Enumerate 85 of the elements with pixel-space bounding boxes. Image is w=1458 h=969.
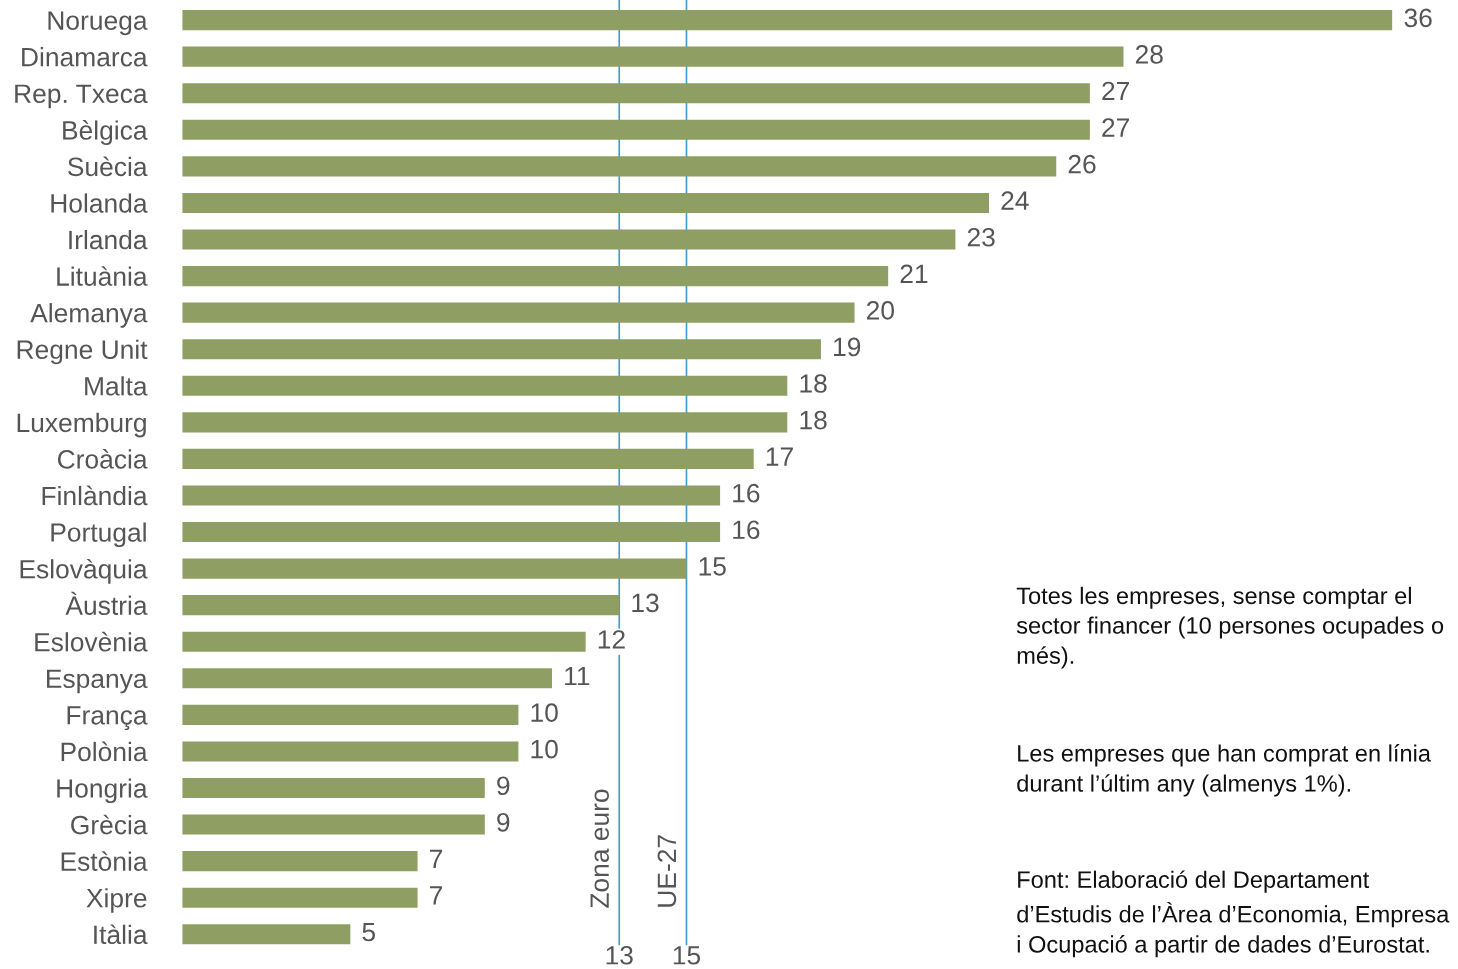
bar bbox=[182, 924, 351, 945]
data-label: 10 bbox=[531, 703, 558, 722]
data-label: 5 bbox=[362, 922, 376, 942]
bar bbox=[182, 887, 418, 908]
data-label: 36 bbox=[1404, 8, 1432, 28]
data-label: 9 bbox=[497, 776, 510, 796]
y-tick-label: Xipre bbox=[86, 888, 147, 913]
data-label: 28 bbox=[1135, 45, 1163, 64]
data-label: 13 bbox=[632, 593, 659, 613]
annotation: 13 bbox=[606, 945, 633, 965]
data-label: 7 bbox=[430, 886, 443, 905]
annotation: Totes les empreses, sense comptar el sector financer (10 persones ocupades o més). bbox=[1016, 586, 1444, 669]
y-tick-label: Lituània bbox=[57, 266, 148, 286]
y-tick-label: Croàcia bbox=[57, 449, 148, 469]
y-tick-label: Espanya bbox=[47, 669, 148, 694]
bar bbox=[182, 302, 855, 323]
annotation: Les empreses que han comprat en línia durant l’últim any (almenys 1%). bbox=[1017, 744, 1431, 797]
y-tick-label: França bbox=[67, 706, 148, 730]
data-label: 18 bbox=[800, 374, 827, 393]
data-label: 19 bbox=[834, 337, 861, 357]
y-tick-label: Àustria bbox=[65, 591, 148, 615]
bar bbox=[182, 448, 754, 469]
data-label: 10 bbox=[531, 739, 558, 759]
y-tick-label: Malta bbox=[85, 376, 148, 396]
bar bbox=[182, 192, 990, 213]
y-tick-label: Portugal bbox=[51, 522, 146, 548]
y-tick-label: Grècia bbox=[71, 814, 148, 835]
data-label: 27 bbox=[1102, 81, 1129, 101]
data-label: 27 bbox=[1102, 118, 1129, 137]
y-tick-label: Bèlgica bbox=[63, 120, 148, 145]
data-label: 16 bbox=[733, 520, 760, 540]
y-tick-label: Dinamarca bbox=[22, 47, 148, 67]
annotation: 15 bbox=[673, 946, 701, 965]
bar bbox=[182, 10, 1393, 31]
data-label: 17 bbox=[766, 447, 793, 466]
data-label: 9 bbox=[497, 812, 510, 832]
bar bbox=[182, 266, 889, 287]
bar bbox=[182, 668, 553, 689]
data-label: 26 bbox=[1068, 154, 1096, 174]
y-tick-label: Finlàndia bbox=[42, 485, 148, 506]
data-label: 20 bbox=[866, 301, 894, 320]
ref-line-label: Zona euro bbox=[590, 789, 609, 908]
y-tick-label: Rep. Txeca bbox=[15, 84, 148, 109]
y-tick-label: Alemanya bbox=[30, 303, 148, 328]
data-label: 23 bbox=[967, 227, 995, 247]
bar bbox=[182, 339, 821, 360]
y-tick-label: Eslovàquia bbox=[20, 558, 148, 584]
bar bbox=[182, 229, 956, 250]
bar bbox=[182, 558, 687, 579]
data-label: 21 bbox=[900, 264, 928, 283]
data-label: 12 bbox=[598, 630, 625, 649]
bar bbox=[182, 46, 1124, 67]
y-tick-label: Noruega bbox=[48, 11, 148, 36]
y-tick-label: Regne Unit bbox=[17, 339, 148, 365]
bar bbox=[182, 521, 721, 543]
bar bbox=[182, 631, 586, 652]
bar bbox=[182, 704, 519, 725]
bar bbox=[182, 595, 620, 616]
data-label: 24 bbox=[1001, 191, 1029, 210]
data-label: 7 bbox=[430, 849, 443, 868]
y-tick-label: Estònia bbox=[61, 851, 148, 871]
bar bbox=[182, 814, 485, 835]
bar bbox=[182, 412, 788, 433]
y-tick-label: Luxemburg bbox=[17, 412, 146, 438]
y-tick-label: Hongria bbox=[57, 778, 148, 804]
ref-line-label: UE-27 bbox=[657, 835, 677, 907]
bar bbox=[182, 119, 1090, 140]
bar bbox=[182, 851, 418, 872]
y-tick-label: Polònia bbox=[61, 741, 148, 762]
bar bbox=[182, 83, 1090, 104]
bar bbox=[182, 156, 1057, 177]
bar bbox=[182, 485, 721, 506]
bar bbox=[182, 741, 519, 762]
bar bbox=[182, 375, 788, 396]
data-label: 11 bbox=[565, 666, 590, 686]
data-label: 18 bbox=[800, 410, 827, 430]
data-label: 15 bbox=[699, 557, 726, 576]
y-tick-label: Itàlia bbox=[94, 924, 148, 945]
y-tick-label: Irlanda bbox=[69, 229, 148, 250]
bar bbox=[182, 777, 485, 799]
data-label: 16 bbox=[733, 483, 760, 503]
y-tick-label: Suècia bbox=[68, 156, 148, 177]
annotation: Font: Elaboració del Departament d’Estudis de l’Àrea d’Economia, Empresa i Ocupació a partir de dades d’Eurostat. bbox=[1017, 870, 1450, 958]
y-tick-label: Eslovènia bbox=[35, 631, 148, 652]
y-tick-label: Holanda bbox=[51, 193, 148, 213]
